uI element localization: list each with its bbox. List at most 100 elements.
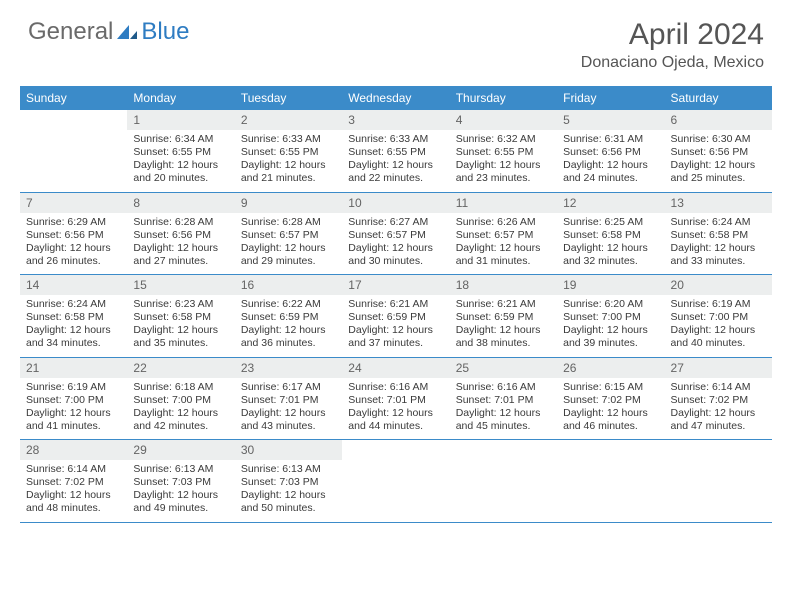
day-body: Sunrise: 6:34 AMSunset: 6:55 PMDaylight:… (127, 130, 234, 192)
sunrise-text: Sunrise: 6:30 AM (671, 133, 766, 146)
day-cell: 12Sunrise: 6:25 AMSunset: 6:58 PMDayligh… (557, 192, 664, 275)
dow-row: Sunday Monday Tuesday Wednesday Thursday… (20, 86, 772, 110)
daylight-text: Daylight: 12 hours and 49 minutes. (133, 489, 228, 515)
day-body: Sunrise: 6:17 AMSunset: 7:01 PMDaylight:… (235, 378, 342, 440)
day-number: 13 (665, 193, 772, 213)
day-body: Sunrise: 6:13 AMSunset: 7:03 PMDaylight:… (235, 460, 342, 522)
sunrise-text: Sunrise: 6:24 AM (26, 298, 121, 311)
day-number: 23 (235, 358, 342, 378)
day-cell: 2Sunrise: 6:33 AMSunset: 6:55 PMDaylight… (235, 110, 342, 192)
sunset-text: Sunset: 6:56 PM (133, 229, 228, 242)
day-body: Sunrise: 6:21 AMSunset: 6:59 PMDaylight:… (450, 295, 557, 357)
sunset-text: Sunset: 6:57 PM (241, 229, 336, 242)
sunrise-text: Sunrise: 6:28 AM (241, 216, 336, 229)
sunset-text: Sunset: 6:58 PM (133, 311, 228, 324)
day-body: Sunrise: 6:27 AMSunset: 6:57 PMDaylight:… (342, 213, 449, 275)
day-cell: 3 Sunrise: 6:33 AMSunset: 6:55 PMDaylight… (342, 110, 449, 192)
sunset-text: Sunset: 6:59 PM (348, 311, 443, 324)
day-body: Sunrise: 6:15 AMSunset: 7:02 PMDaylight:… (557, 378, 664, 440)
day-body: Sunrise: 6:24 AMSunset: 6:58 PMDaylight:… (20, 295, 127, 357)
day-number: 14 (20, 275, 127, 295)
day-body: Sunrise: 6:29 AMSunset: 6:56 PMDaylight:… (20, 213, 127, 275)
day-cell: 29Sunrise: 6:13 AMSunset: 7:03 PMDayligh… (127, 440, 234, 523)
sunset-text: Sunset: 6:55 PM (133, 146, 228, 159)
daylight-text: Daylight: 12 hours and 37 minutes. (348, 324, 443, 350)
sunrise-text: Sunrise: 6:18 AM (133, 381, 228, 394)
day-number: 20 (665, 275, 772, 295)
sunset-text: Sunset: 7:00 PM (133, 394, 228, 407)
logo-text-general: General (28, 18, 113, 46)
sunset-text: Sunset: 7:03 PM (241, 476, 336, 489)
daylight-text: Daylight: 12 hours and 48 minutes. (26, 489, 121, 515)
day-body: Sunrise: 6:21 AMSunset: 6:59 PMDaylight:… (342, 295, 449, 357)
sunrise-text: Sunrise: 6:33 AM (348, 133, 443, 146)
sunset-text: Sunset: 6:55 PM (348, 146, 443, 159)
day-cell: 28Sunrise: 6:14 AMSunset: 7:02 PMDayligh… (20, 440, 127, 523)
sunset-text: Sunset: 7:00 PM (26, 394, 121, 407)
day-cell: 16Sunrise: 6:22 AMSunset: 6:59 PMDayligh… (235, 275, 342, 358)
week-row: 28Sunrise: 6:14 AMSunset: 7:02 PMDayligh… (20, 440, 772, 523)
sunset-text: Sunset: 6:58 PM (563, 229, 658, 242)
sunrise-text: Sunrise: 6:16 AM (456, 381, 551, 394)
brand-logo: General Blue (28, 18, 189, 46)
daylight-text: Daylight: 12 hours and 36 minutes. (241, 324, 336, 350)
day-cell (342, 440, 449, 523)
sunset-text: Sunset: 6:57 PM (456, 229, 551, 242)
day-body: Sunrise: 6:20 AMSunset: 7:00 PMDaylight:… (557, 295, 664, 357)
day-body: Sunrise: 6:26 AMSunset: 6:57 PMDaylight:… (450, 213, 557, 275)
sunset-text: Sunset: 6:58 PM (671, 229, 766, 242)
day-body: Sunrise: 6:14 AMSunset: 7:02 PMDaylight:… (20, 460, 127, 522)
day-number: 29 (127, 440, 234, 460)
sunrise-text: Sunrise: 6:34 AM (133, 133, 228, 146)
day-number: 27 (665, 358, 772, 378)
dow-saturday: Saturday (665, 86, 772, 110)
day-cell: 26Sunrise: 6:15 AMSunset: 7:02 PMDayligh… (557, 357, 664, 440)
daylight-text: Daylight: 12 hours and 32 minutes. (563, 242, 658, 268)
dow-monday: Monday (127, 86, 234, 110)
day-number: 22 (127, 358, 234, 378)
day-cell (20, 110, 127, 192)
sunset-text: Sunset: 6:56 PM (563, 146, 658, 159)
day-body: Sunrise: 6:13 AMSunset: 7:03 PMDaylight:… (127, 460, 234, 522)
day-cell: 18Sunrise: 6:21 AMSunset: 6:59 PMDayligh… (450, 275, 557, 358)
daylight-text: Daylight: 12 hours and 22 minutes. (348, 159, 443, 185)
daylight-text: Daylight: 12 hours and 21 minutes. (241, 159, 336, 185)
sunset-text: Sunset: 6:59 PM (456, 311, 551, 324)
day-body: Sunrise: 6:31 AMSunset: 6:56 PMDaylight:… (557, 130, 664, 192)
day-body: Sunrise: 6:28 AMSunset: 6:56 PMDaylight:… (127, 213, 234, 275)
day-cell: 19Sunrise: 6:20 AMSunset: 7:00 PMDayligh… (557, 275, 664, 358)
week-row: 14Sunrise: 6:24 AMSunset: 6:58 PMDayligh… (20, 275, 772, 358)
daylight-text: Daylight: 12 hours and 40 minutes. (671, 324, 766, 350)
day-body: Sunrise: 6:16 AMSunset: 7:01 PMDaylight:… (450, 378, 557, 440)
day-cell: 8Sunrise: 6:28 AMSunset: 6:56 PMDaylight… (127, 192, 234, 275)
daylight-text: Daylight: 12 hours and 42 minutes. (133, 407, 228, 433)
sunset-text: Sunset: 7:01 PM (456, 394, 551, 407)
sunrise-text: Sunrise: 6:15 AM (563, 381, 658, 394)
day-body: Sunrise: 6:32 AMSunset: 6:55 PMDaylight:… (450, 130, 557, 192)
daylight-text: Daylight: 12 hours and 41 minutes. (26, 407, 121, 433)
sunrise-text: Sunrise: 6:22 AM (241, 298, 336, 311)
day-number: 3 (342, 110, 449, 130)
sunrise-text: Sunrise: 6:32 AM (456, 133, 551, 146)
sunset-text: Sunset: 6:56 PM (26, 229, 121, 242)
day-number: 25 (450, 358, 557, 378)
day-cell: 10Sunrise: 6:27 AMSunset: 6:57 PMDayligh… (342, 192, 449, 275)
day-number: 16 (235, 275, 342, 295)
sunrise-text: Sunrise: 6:24 AM (671, 216, 766, 229)
day-cell: 11Sunrise: 6:26 AMSunset: 6:57 PMDayligh… (450, 192, 557, 275)
daylight-text: Daylight: 12 hours and 39 minutes. (563, 324, 658, 350)
day-number: 30 (235, 440, 342, 460)
daylight-text: Daylight: 12 hours and 35 minutes. (133, 324, 228, 350)
sunset-text: Sunset: 6:55 PM (456, 146, 551, 159)
day-cell (557, 440, 664, 523)
daylight-text: Daylight: 12 hours and 44 minutes. (348, 407, 443, 433)
day-body: Sunrise: 6:24 AMSunset: 6:58 PMDaylight:… (665, 213, 772, 275)
sunrise-text: Sunrise: 6:33 AM (241, 133, 336, 146)
day-number: 15 (127, 275, 234, 295)
day-cell: 24Sunrise: 6:16 AMSunset: 7:01 PMDayligh… (342, 357, 449, 440)
day-number: 10 (342, 193, 449, 213)
day-cell: 21Sunrise: 6:19 AMSunset: 7:00 PMDayligh… (20, 357, 127, 440)
header: General Blue April 2024 Donaciano Ojeda,… (0, 0, 792, 80)
day-number: 17 (342, 275, 449, 295)
daylight-text: Daylight: 12 hours and 33 minutes. (671, 242, 766, 268)
